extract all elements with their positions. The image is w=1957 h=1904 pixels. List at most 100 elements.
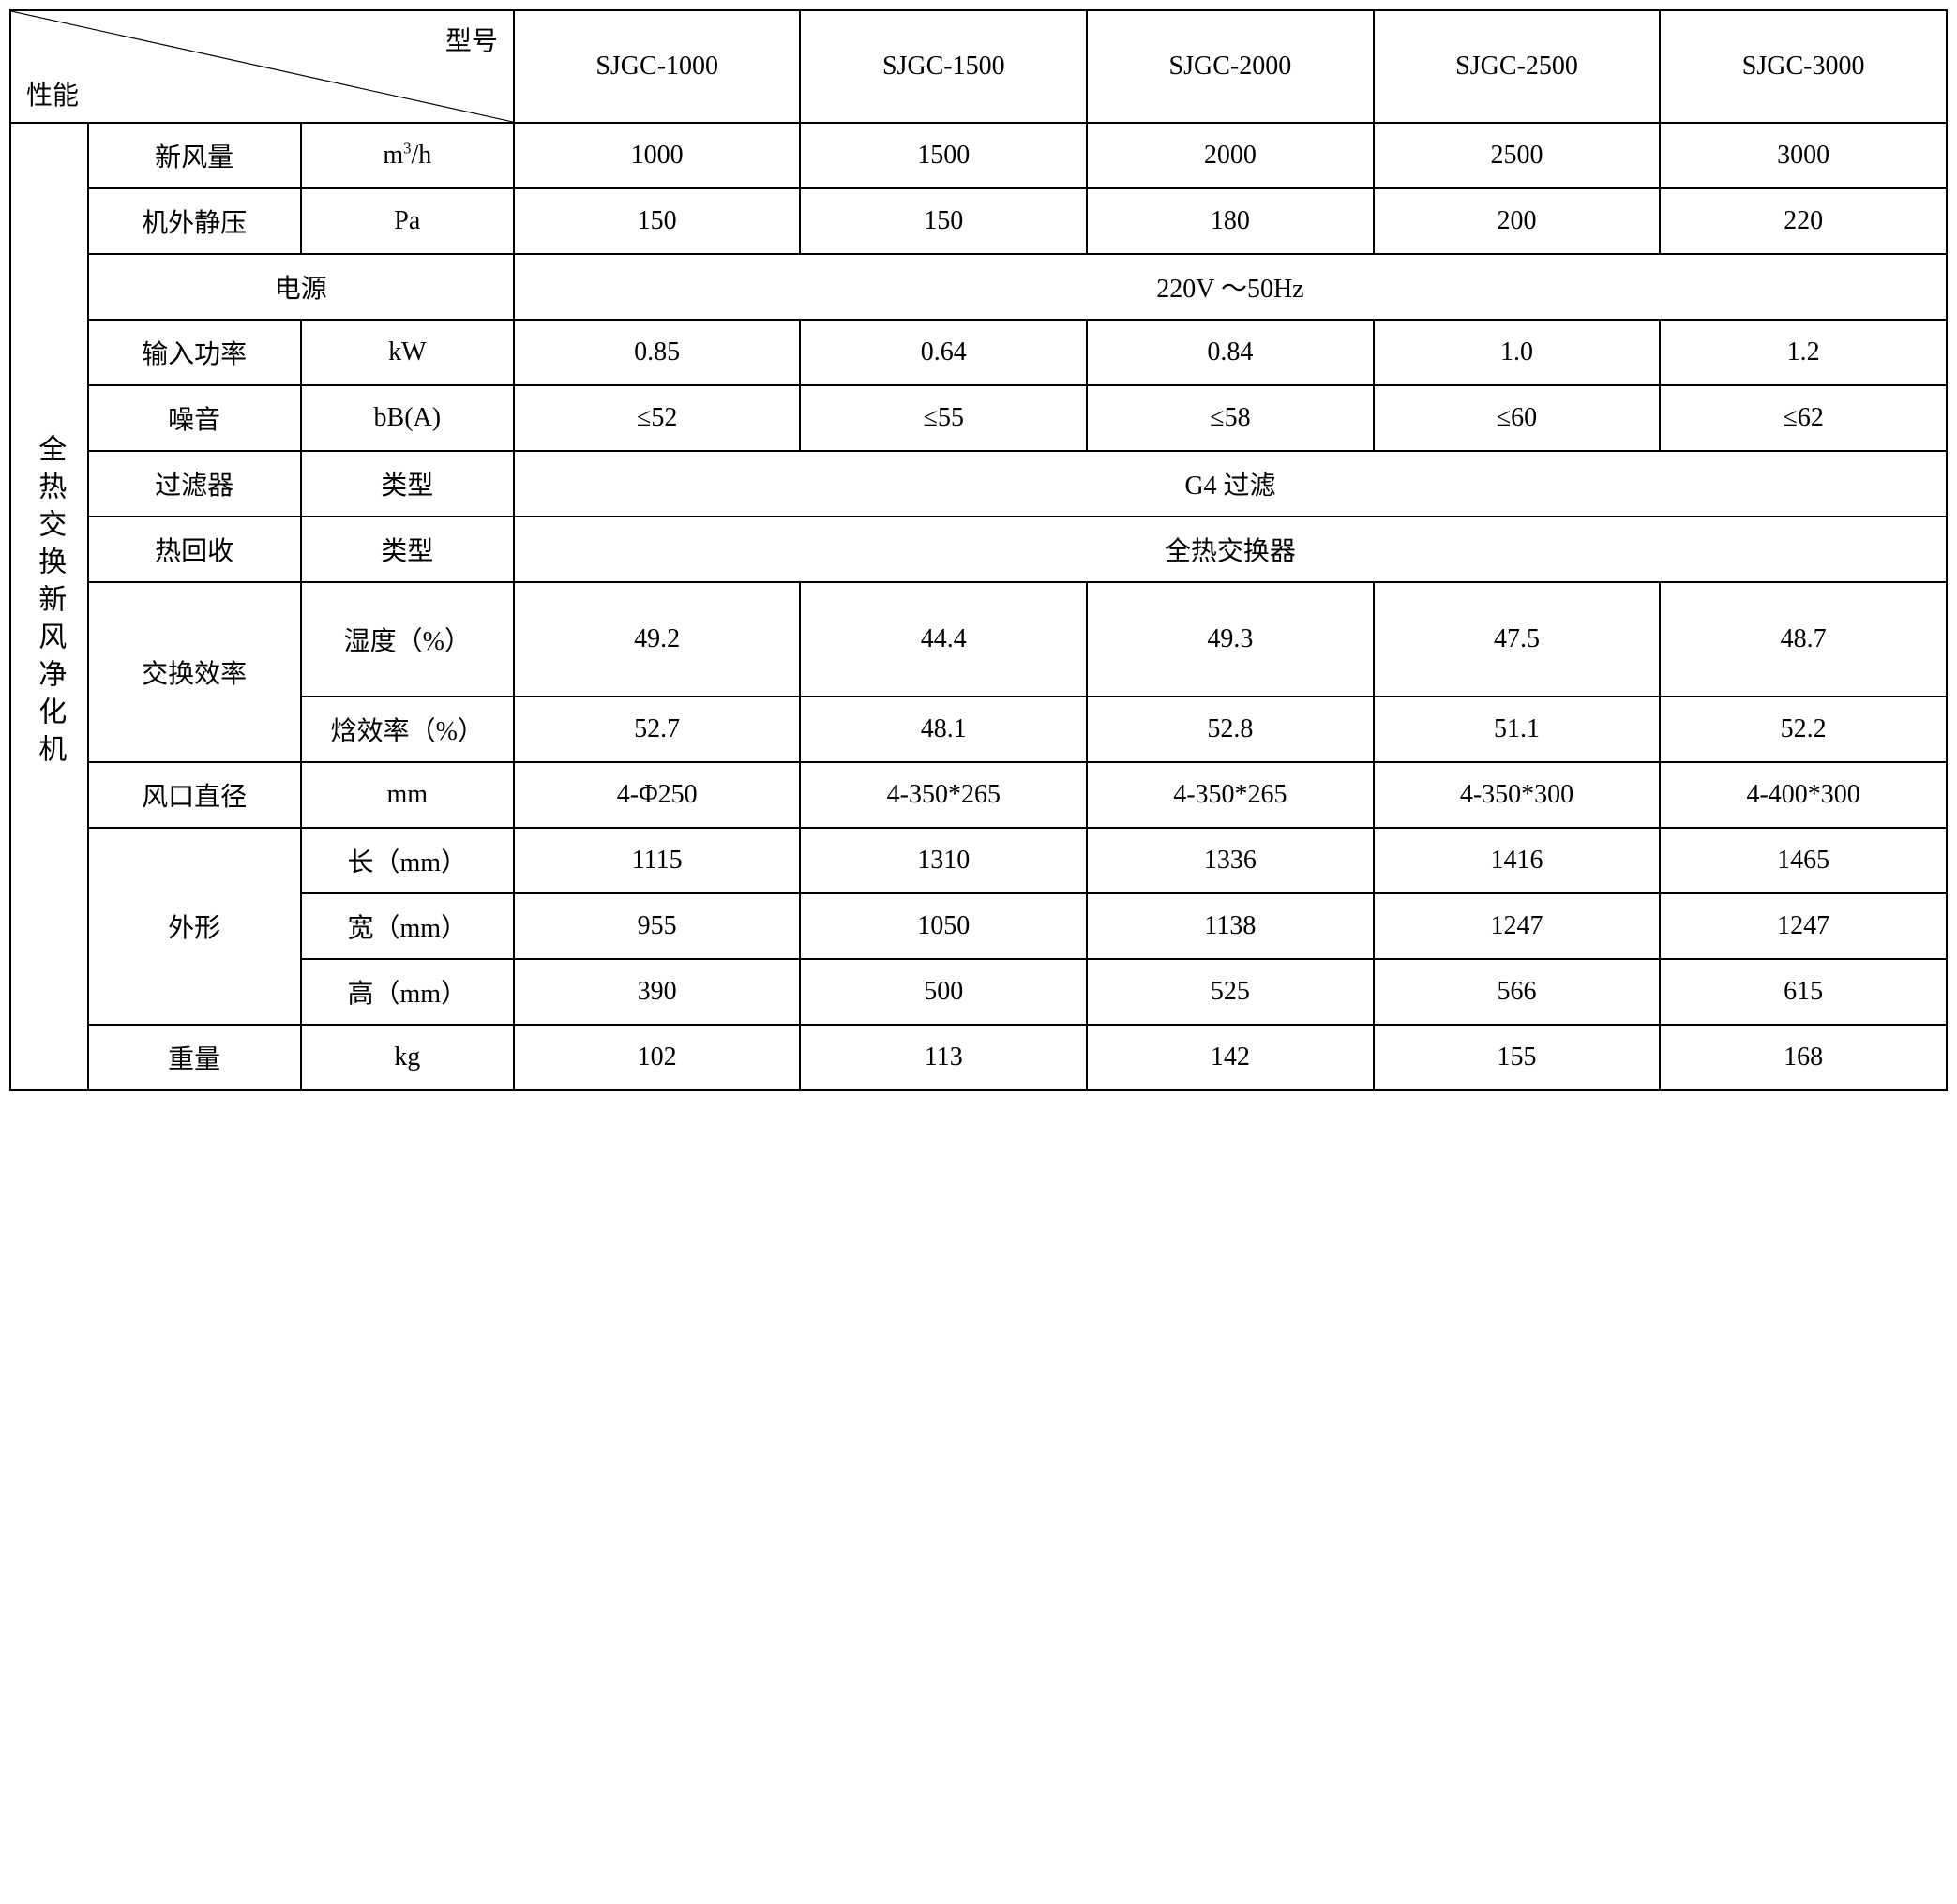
filter-row: 过滤器 类型 G4 过滤 [10,451,1947,517]
input-power-unit: kW [301,320,514,385]
vent-diameter-v2: 4-350*265 [1087,762,1374,828]
heat-recovery-value: 全热交换器 [514,517,1947,582]
dim-width-v1: 1050 [800,893,1087,959]
model-header-2: SJGC-2000 [1087,10,1374,123]
dim-height-v3: 566 [1374,959,1661,1025]
vent-diameter-v1: 4-350*265 [800,762,1087,828]
heat-recovery-unit: 类型 [301,517,514,582]
input-power-row: 输入功率 kW 0.85 0.64 0.84 1.0 1.2 [10,320,1947,385]
weight-label: 重量 [88,1025,301,1090]
power-supply-row: 电源 220V ～50Hz [10,254,1947,320]
dim-length-row: 外形 长（mm） 1115 1310 1336 1416 1465 [10,828,1947,893]
filter-value: G4 过滤 [514,451,1947,517]
exchange-humidity-row: 交换效率 湿度（%） 49.2 44.4 49.3 47.5 48.7 [10,582,1947,697]
exchange-humidity-v2: 49.3 [1087,582,1374,697]
dim-width-v4: 1247 [1660,893,1947,959]
fresh-air-v1: 1500 [800,123,1087,188]
static-pressure-v1: 150 [800,188,1087,254]
noise-v3: ≤60 [1374,385,1661,451]
noise-v2: ≤58 [1087,385,1374,451]
dim-length-v3: 1416 [1374,828,1661,893]
model-header-0: SJGC-1000 [514,10,801,123]
exchange-enthalpy-v4: 52.2 [1660,697,1947,762]
category-vertical-cell: 全热交换新风净化机 [10,123,88,1090]
model-header-4: SJGC-3000 [1660,10,1947,123]
exchange-enthalpy-row: 焓效率（%） 52.7 48.1 52.8 51.1 52.2 [10,697,1947,762]
dim-height-row: 高（mm） 390 500 525 566 615 [10,959,1947,1025]
dim-height-v2: 525 [1087,959,1374,1025]
weight-v0: 102 [514,1025,801,1090]
vent-diameter-v3: 4-350*300 [1374,762,1661,828]
static-pressure-v4: 220 [1660,188,1947,254]
model-header-3: SJGC-2500 [1374,10,1661,123]
exchange-humidity-v1: 44.4 [800,582,1087,697]
vent-diameter-row: 风口直径 mm 4-Φ250 4-350*265 4-350*265 4-350… [10,762,1947,828]
weight-unit: kg [301,1025,514,1090]
weight-v1: 113 [800,1025,1087,1090]
vent-diameter-v4: 4-400*300 [1660,762,1947,828]
model-header-1: SJGC-1500 [800,10,1087,123]
heat-recovery-row: 热回收 类型 全热交换器 [10,517,1947,582]
noise-label: 噪音 [88,385,301,451]
heat-recovery-label: 热回收 [88,517,301,582]
spec-table: 型号 性能 SJGC-1000 SJGC-1500 SJGC-2000 SJGC… [9,9,1948,1091]
fresh-air-v2: 2000 [1087,123,1374,188]
fresh-air-v0: 1000 [514,123,801,188]
exchange-efficiency-label: 交换效率 [88,582,301,762]
input-power-v0: 0.85 [514,320,801,385]
dim-height-v4: 615 [1660,959,1947,1025]
exchange-enthalpy-v0: 52.7 [514,697,801,762]
fresh-air-v4: 3000 [1660,123,1947,188]
static-pressure-unit: Pa [301,188,514,254]
static-pressure-v3: 200 [1374,188,1661,254]
dim-width-label: 宽（mm） [301,893,514,959]
weight-v2: 142 [1087,1025,1374,1090]
exchange-enthalpy-label: 焓效率（%） [301,697,514,762]
diagonal-header-cell: 型号 性能 [10,10,514,123]
dimensions-label: 外形 [88,828,301,1025]
input-power-v1: 0.64 [800,320,1087,385]
static-pressure-row: 机外静压 Pa 150 150 180 200 220 [10,188,1947,254]
header-row: 型号 性能 SJGC-1000 SJGC-1500 SJGC-2000 SJGC… [10,10,1947,123]
dim-length-v0: 1115 [514,828,801,893]
vent-diameter-unit: mm [301,762,514,828]
dim-height-v0: 390 [514,959,801,1025]
exchange-humidity-v4: 48.7 [1660,582,1947,697]
exchange-humidity-v3: 47.5 [1374,582,1661,697]
fresh-air-label: 新风量 [88,123,301,188]
filter-label: 过滤器 [88,451,301,517]
exchange-enthalpy-v2: 52.8 [1087,697,1374,762]
filter-unit: 类型 [301,451,514,517]
exchange-enthalpy-v1: 48.1 [800,697,1087,762]
input-power-v2: 0.84 [1087,320,1374,385]
noise-unit: bB(A) [301,385,514,451]
dim-height-label: 高（mm） [301,959,514,1025]
exchange-humidity-label: 湿度（%） [301,582,514,697]
vent-diameter-v0: 4-Φ250 [514,762,801,828]
input-power-v4: 1.2 [1660,320,1947,385]
fresh-air-v3: 2500 [1374,123,1661,188]
input-power-v3: 1.0 [1374,320,1661,385]
model-label: 型号 [445,21,498,58]
noise-v4: ≤62 [1660,385,1947,451]
power-supply-label: 电源 [88,254,514,320]
dim-height-v1: 500 [800,959,1087,1025]
dim-width-v3: 1247 [1374,893,1661,959]
fresh-air-unit: m3/h [301,123,514,188]
weight-row: 重量 kg 102 113 142 155 168 [10,1025,1947,1090]
static-pressure-label: 机外静压 [88,188,301,254]
exchange-humidity-v0: 49.2 [514,582,801,697]
dim-width-v2: 1138 [1087,893,1374,959]
vent-diameter-label: 风口直径 [88,762,301,828]
fresh-air-row: 全热交换新风净化机 新风量 m3/h 1000 1500 2000 2500 3… [10,123,1947,188]
weight-v3: 155 [1374,1025,1661,1090]
dim-length-label: 长（mm） [301,828,514,893]
noise-v0: ≤52 [514,385,801,451]
weight-v4: 168 [1660,1025,1947,1090]
noise-row: 噪音 bB(A) ≤52 ≤55 ≤58 ≤60 ≤62 [10,385,1947,451]
dim-width-v0: 955 [514,893,801,959]
power-supply-value: 220V ～50Hz [514,254,1947,320]
input-power-label: 输入功率 [88,320,301,385]
noise-v1: ≤55 [800,385,1087,451]
dim-width-row: 宽（mm） 955 1050 1138 1247 1247 [10,893,1947,959]
